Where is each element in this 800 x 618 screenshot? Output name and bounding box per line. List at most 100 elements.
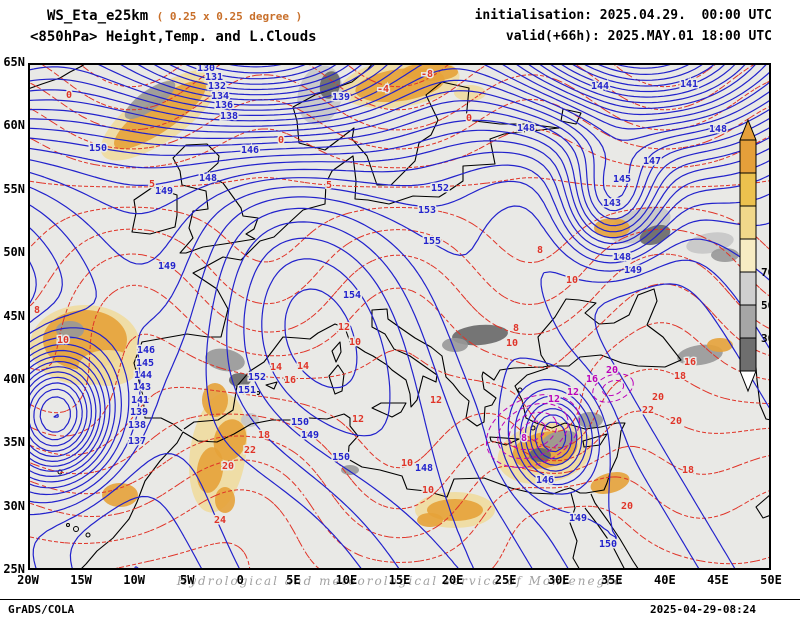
- temp-contour-label: 14: [270, 362, 282, 373]
- coastline: [28, 63, 87, 90]
- cloud-region: [202, 383, 228, 417]
- height-contour-label: 155: [423, 236, 441, 247]
- lon-tick: 30E: [547, 573, 570, 587]
- height-contour-label: 149: [624, 265, 642, 276]
- lat-tick: 45N: [3, 308, 25, 323]
- temp-contour-label: 5: [326, 180, 332, 191]
- cloud-region: [442, 338, 468, 352]
- temp-contour-label: -4: [377, 84, 389, 95]
- cloud-region: [707, 338, 733, 352]
- height-contour-label: 143: [603, 198, 621, 209]
- temp-contour-label: 10: [349, 337, 361, 348]
- height-contour-label: 138: [220, 111, 238, 122]
- model-name: WS_Eta_e25km: [47, 8, 149, 24]
- height-contour-label: 149: [301, 430, 319, 441]
- height-contour-label: 145: [613, 174, 631, 185]
- temp-contour-label: 22: [642, 405, 654, 416]
- grads-credit: GrADS/COLA: [8, 603, 75, 616]
- coastline: [131, 186, 178, 235]
- island: [284, 378, 288, 382]
- lon-tick: 20E: [441, 573, 464, 587]
- island: [256, 391, 260, 395]
- height-contour-label: 148: [709, 124, 727, 135]
- height-contour-label: 147: [643, 156, 661, 167]
- height-contour-label: 149: [569, 513, 587, 524]
- temp-contour-label: 20: [670, 416, 682, 427]
- coastline: [265, 381, 278, 390]
- colorbar-segment: [739, 337, 757, 372]
- lat-tick: 50N: [3, 245, 25, 260]
- height-contour-label: 146: [137, 345, 155, 356]
- coastline: [133, 63, 560, 432]
- height-contour-label: 141: [131, 395, 149, 406]
- watermark: Hydrological and meteorological service …: [176, 574, 624, 588]
- coastline: [569, 492, 581, 570]
- coastline: [755, 493, 771, 519]
- vortex-ring: [592, 373, 634, 403]
- lon-tick: 5W: [179, 573, 195, 587]
- temp-contour-label: 0: [278, 135, 284, 146]
- vortex-ring: [601, 379, 625, 397]
- height-contour-label: 130: [197, 63, 215, 74]
- height-contour-label: 152: [431, 183, 449, 194]
- height-contour-label: 141: [680, 79, 698, 90]
- colorbar-segment: [739, 172, 757, 207]
- temp-contour-label: 24: [214, 515, 226, 526]
- cloud-region: [454, 85, 486, 101]
- temp-contour-label: 12: [338, 322, 350, 333]
- cloud-region: [124, 80, 176, 120]
- lon-tick: 45E: [707, 573, 729, 587]
- temp-contour-label: 10: [506, 338, 518, 349]
- height-contour-label: 139: [130, 407, 148, 418]
- temp-contour-label: 8: [34, 305, 40, 316]
- temp-contour-label: 0: [66, 90, 72, 101]
- cloud-region: [213, 419, 247, 461]
- height-contour-label: 148: [517, 123, 535, 134]
- coastline: [371, 402, 407, 418]
- temp-contour-label: 0: [466, 113, 472, 124]
- map-frame-border: [28, 63, 771, 570]
- vortex-ring: [497, 402, 569, 460]
- lon-tick: 25E: [494, 573, 517, 587]
- height-contour-label: 148: [415, 463, 433, 474]
- lat-tick: 30N: [3, 498, 25, 513]
- vortex-contour-label: 12: [548, 394, 560, 405]
- valid-time-label: valid(+66h): 2025.MAY.01 18:00 UTC: [505, 29, 772, 44]
- lon-tick: 15E: [388, 573, 411, 587]
- temp-contour-label: 22: [244, 445, 256, 456]
- colorbar-segment: [739, 304, 757, 339]
- vortex-contour-label: 20: [606, 365, 618, 376]
- temp-contour-label: 10: [422, 485, 434, 496]
- vortex-ring: [508, 411, 558, 451]
- height-contour-label: 154: [343, 290, 361, 301]
- cloud-region: [205, 348, 245, 372]
- height-contour-label: 139: [332, 92, 350, 103]
- height-contour-label: 144: [134, 370, 152, 381]
- coastline: [590, 493, 640, 570]
- temp-contour-label: 12: [430, 395, 442, 406]
- height-contour-label: 148: [199, 173, 217, 184]
- vortex-contour-label: 8: [521, 433, 527, 444]
- vortex-contour-label: 16: [586, 374, 598, 385]
- lon-tick: 20W: [17, 573, 39, 587]
- temp-contour-label: 16: [284, 375, 296, 386]
- lon-tick: 0: [236, 573, 244, 587]
- colorbar-bottom-arrow: [739, 370, 757, 393]
- lon-tick: 5E: [286, 573, 301, 587]
- colorbar-segment: [739, 139, 757, 174]
- vortex-ring: [485, 394, 581, 468]
- cloud-region: [427, 499, 483, 521]
- height-contour-label: 150: [332, 452, 350, 463]
- height-contour-label: 131: [205, 72, 223, 83]
- render-timestamp: 2025-04-29-08:24: [650, 603, 756, 616]
- cloud-region: [452, 324, 508, 346]
- colorbar-segment: [739, 205, 757, 240]
- height-contour-label: 150: [291, 417, 309, 428]
- coastline: [584, 507, 626, 570]
- coastline: [328, 364, 345, 395]
- temp-contour-label: 10: [566, 275, 578, 286]
- lat-tick: 25N: [3, 562, 25, 576]
- temp-contour-label: 18: [258, 430, 270, 441]
